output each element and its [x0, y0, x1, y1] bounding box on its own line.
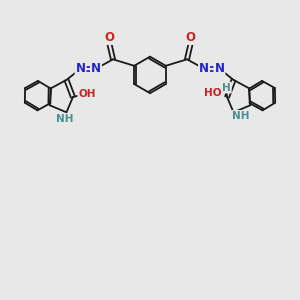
- Text: OH: OH: [78, 89, 96, 99]
- Text: H: H: [222, 82, 231, 93]
- Text: O: O: [185, 31, 196, 44]
- Text: N: N: [214, 62, 224, 75]
- Text: NH: NH: [232, 111, 250, 121]
- Text: NH: NH: [56, 114, 74, 124]
- Text: O: O: [104, 31, 115, 44]
- Text: HO: HO: [204, 88, 221, 98]
- Text: N: N: [199, 62, 209, 75]
- Text: N: N: [76, 62, 85, 75]
- Text: N: N: [91, 62, 101, 75]
